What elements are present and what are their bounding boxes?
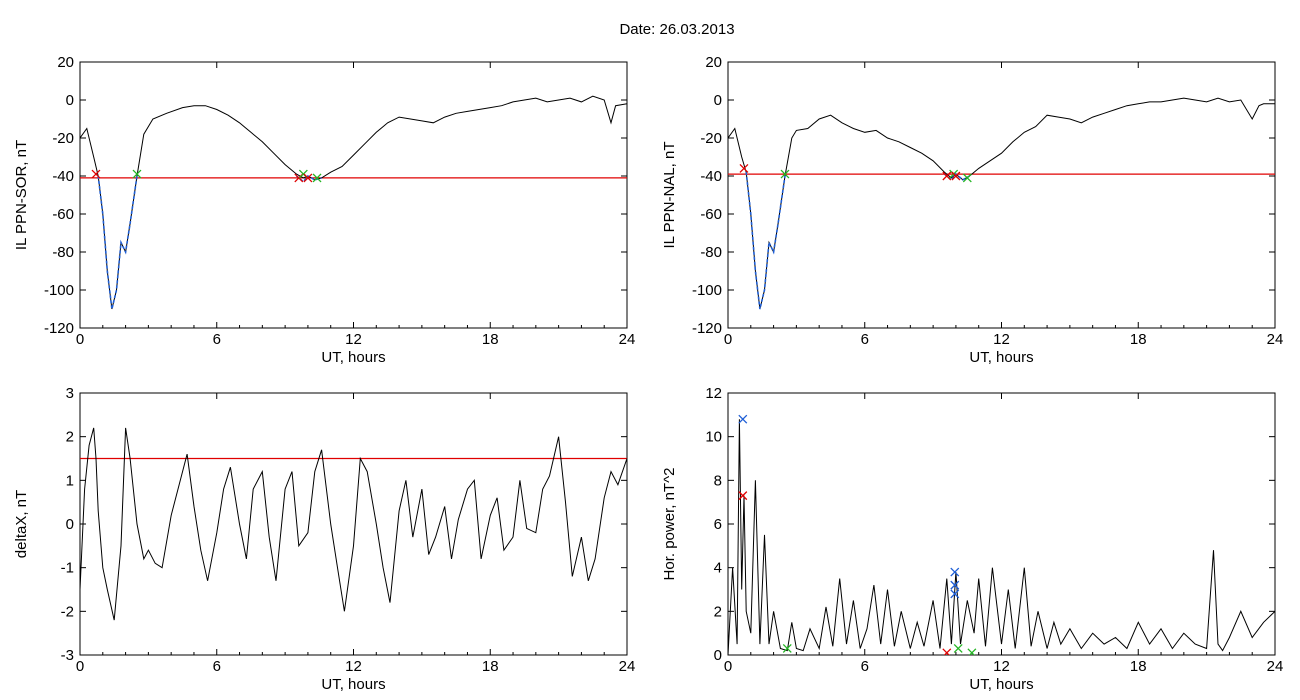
plot-area [728, 414, 1275, 655]
x-tick-label: 0 [724, 331, 732, 348]
y-axis-label: Hor. power, nT^2 [661, 468, 678, 581]
x-axis-label: UT, hours [969, 676, 1033, 693]
x-tick-label: 0 [76, 331, 84, 348]
x-axis-label: UT, hours [321, 676, 385, 693]
y-tick-label: 12 [705, 385, 722, 402]
cross-marker [739, 163, 749, 173]
y-tick-label: 6 [714, 516, 722, 533]
cross-marker [738, 491, 748, 501]
y-axis-label: IL PPN-NAL, nT [661, 142, 678, 249]
y-tick-label: -3 [61, 647, 74, 664]
cross-marker [950, 567, 960, 577]
y-tick-label: 0 [714, 647, 722, 664]
y-tick-label: -80 [52, 244, 74, 261]
y-tick-label: -1 [61, 560, 74, 577]
y-tick-label: -120 [692, 320, 722, 337]
y-tick-label: 20 [705, 54, 722, 71]
y-tick-label: 0 [714, 92, 722, 109]
highlight-line [97, 175, 138, 310]
cross-marker [780, 169, 790, 179]
x-tick-label: 6 [213, 658, 221, 675]
cross-marker [91, 169, 101, 179]
y-tick-label: 0 [66, 92, 74, 109]
chart-bottom-left: 0 6 12 18 24 3 2 1 0 -1 -2 -3 UT, hours deltaX, nT [13, 385, 635, 693]
x-tick-label: 18 [482, 331, 499, 348]
plot-frame [727, 61, 1276, 329]
x-tick-label: 18 [482, 658, 499, 675]
y-tick-label: 2 [714, 603, 722, 620]
y-tick-label: -40 [52, 168, 74, 185]
y-axis-label: IL PPN-SOR, nT [13, 140, 30, 250]
plot-area [80, 95, 627, 310]
series-line [728, 419, 1275, 655]
cross-marker [312, 173, 322, 183]
chart-bottom-right: 0 6 12 18 24 12 10 8 6 4 2 0 UT, hours Hor. power, nT… [661, 385, 1283, 693]
chart-top-right: 0 6 12 18 24 20 0 -20 -40 -60 -80 -100 -120 UT, hours… [661, 54, 1283, 366]
x-tick-label: 6 [861, 658, 869, 675]
x-tick-label: 0 [724, 658, 732, 675]
x-tick-label: 18 [1130, 331, 1147, 348]
x-axis-label: UT, hours [969, 349, 1033, 366]
x-tick-label: 6 [861, 331, 869, 348]
cross-marker [967, 648, 977, 655]
y-tick-label: -20 [52, 130, 74, 147]
plot-frame [727, 392, 1276, 656]
cross-marker [951, 171, 961, 181]
page-title: Date: 26.03.2013 [619, 21, 734, 38]
y-tick-label: -40 [700, 168, 722, 185]
x-tick-label: 24 [1267, 658, 1284, 675]
y-tick-label: -2 [61, 603, 74, 620]
x-tick-label: 24 [1267, 331, 1284, 348]
cross-marker [950, 580, 960, 590]
x-tick-label: 18 [1130, 658, 1147, 675]
y-tick-label: 1 [66, 472, 74, 489]
plot-frame [79, 61, 628, 329]
plot-area [80, 427, 627, 621]
cross-marker [738, 414, 748, 424]
x-tick-label: 24 [619, 331, 636, 348]
cross-marker [782, 643, 792, 653]
y-tick-label: -60 [52, 206, 74, 223]
y-tick-label: 3 [66, 385, 74, 402]
cross-marker [942, 171, 952, 181]
series-line [728, 97, 1275, 310]
series-line [80, 427, 627, 621]
cross-marker [303, 173, 313, 183]
y-tick-label: 8 [714, 472, 722, 489]
highlight-line [745, 172, 786, 310]
x-tick-label: 6 [213, 331, 221, 348]
y-tick-label: -80 [700, 244, 722, 261]
y-tick-label: 2 [66, 429, 74, 446]
y-tick-label: -20 [700, 130, 722, 147]
y-tick-label: 4 [714, 560, 722, 577]
y-tick-label: -60 [700, 206, 722, 223]
y-tick-label: 20 [57, 54, 74, 71]
x-tick-label: 12 [993, 658, 1010, 675]
y-axis-label: deltaX, nT [13, 490, 30, 558]
plot-area [728, 97, 1275, 310]
x-tick-label: 24 [619, 658, 636, 675]
y-tick-label: 0 [66, 516, 74, 533]
x-tick-label: 12 [345, 658, 362, 675]
cross-marker [950, 589, 960, 599]
plot-frame [79, 392, 628, 656]
cross-marker [132, 169, 142, 179]
series-line [80, 95, 627, 310]
x-tick-label: 12 [345, 331, 362, 348]
x-tick-label: 12 [993, 331, 1010, 348]
chart-top-left: 0 6 12 18 24 20 0 -20 -40 -60 -80 -100 -120 UT, hours… [13, 54, 635, 366]
cross-marker [953, 643, 963, 653]
x-tick-label: 0 [76, 658, 84, 675]
cross-marker [962, 173, 972, 183]
y-tick-label: -100 [692, 282, 722, 299]
x-axis-label: UT, hours [321, 349, 385, 366]
y-tick-label: -120 [44, 320, 74, 337]
y-tick-label: 10 [705, 429, 722, 446]
cross-marker [942, 648, 952, 655]
y-tick-label: -100 [44, 282, 74, 299]
